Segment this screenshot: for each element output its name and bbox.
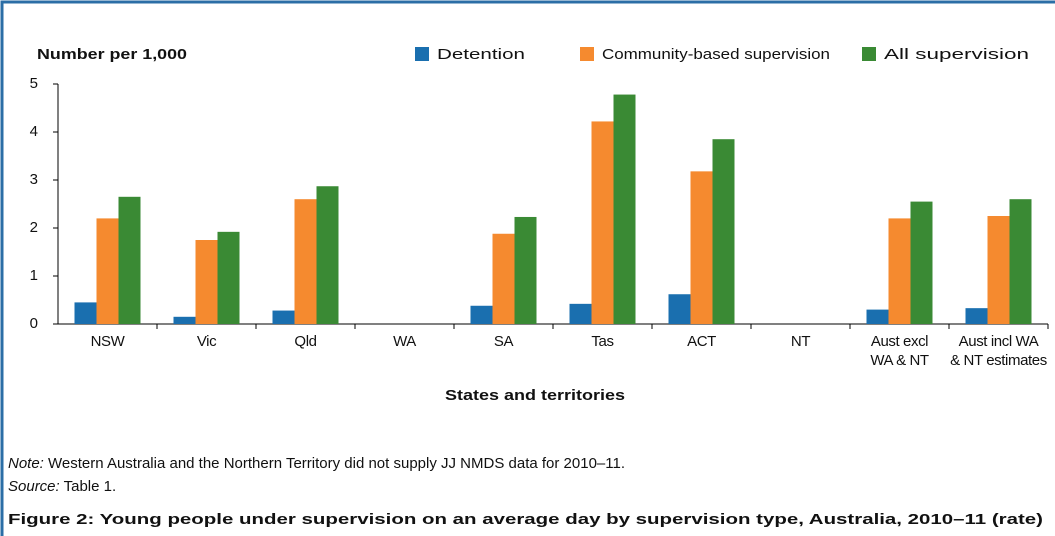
bar [668,294,691,324]
bar [888,218,911,324]
y-axis-label: Number per 1,000 [37,46,187,63]
x-tick-label: NT [790,333,811,350]
bar [470,305,493,324]
y-tick-label: 5 [30,75,38,92]
y-tick-label: 3 [30,171,38,188]
figure-title: Figure 2: Young people under supervision… [8,511,1043,528]
bar [965,308,988,324]
bar [1009,199,1032,324]
x-tick-label: SA [493,333,514,350]
note: Note: Western Australia and the Northern… [8,455,625,472]
bar [217,231,240,324]
bar [272,310,295,324]
bar [96,218,119,324]
legend-swatch [862,47,876,61]
x-tick-label: NSW [90,333,125,350]
bar [492,233,515,324]
x-tick-label: ACT [687,333,716,350]
bar [74,302,97,324]
bar [613,94,636,324]
legend-label: Community-based supervision [602,46,830,63]
legend-label: All supervision [884,46,1029,63]
legend-label: Detention [437,46,525,63]
x-axis-label: States and territories [445,387,625,404]
bar [316,186,339,324]
bar [514,216,537,324]
x-tick-label: Aust excl WA & NT [870,333,929,369]
bar [118,196,141,324]
y-tick-label: 2 [30,219,38,236]
bar [294,199,317,324]
bar [866,309,889,324]
bar [591,121,614,324]
bar [712,139,735,324]
bar [569,303,592,324]
note-text: Western Australia and the Northern Terri… [48,455,625,472]
legend-swatch [580,47,594,61]
x-tick-label: Aust incl WA & NT estimates [950,333,1047,369]
x-tick-label: Qld [294,333,317,350]
bar [910,201,933,324]
y-tick-label: 1 [30,267,38,284]
y-tick-label: 0 [30,315,38,332]
source: Source: Table 1. [8,478,116,495]
bar [987,216,1010,324]
bar [690,171,713,324]
bar [173,316,196,324]
x-tick-label: WA [393,333,416,350]
y-tick-label: 4 [30,123,38,140]
source-text: Table 1. [64,478,117,495]
bar [195,240,218,324]
x-tick-label: Tas [591,333,614,350]
x-tick-label: Vic [196,333,217,350]
note-label: Note: [8,455,44,472]
source-label: Source: [8,478,60,495]
legend-swatch [415,47,429,61]
